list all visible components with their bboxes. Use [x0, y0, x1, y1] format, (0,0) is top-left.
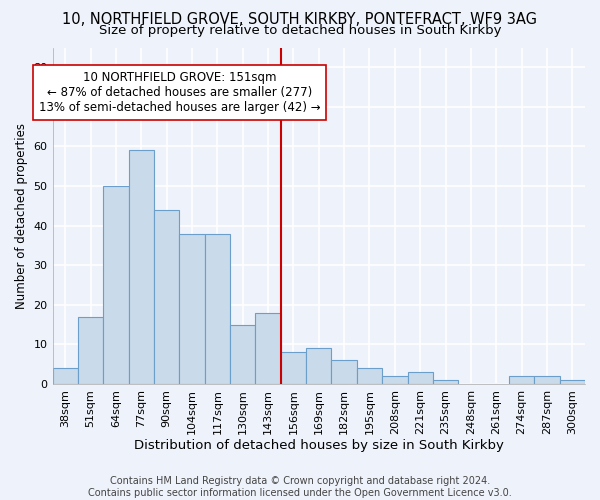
Bar — [357, 368, 382, 384]
Bar — [230, 324, 256, 384]
Bar — [205, 234, 230, 384]
Bar — [154, 210, 179, 384]
X-axis label: Distribution of detached houses by size in South Kirkby: Distribution of detached houses by size … — [134, 440, 504, 452]
Bar — [306, 348, 331, 384]
Y-axis label: Number of detached properties: Number of detached properties — [15, 122, 28, 308]
Bar — [179, 234, 205, 384]
Text: 10 NORTHFIELD GROVE: 151sqm
← 87% of detached houses are smaller (277)
13% of se: 10 NORTHFIELD GROVE: 151sqm ← 87% of det… — [38, 71, 320, 115]
Text: Contains HM Land Registry data © Crown copyright and database right 2024.
Contai: Contains HM Land Registry data © Crown c… — [88, 476, 512, 498]
Bar — [509, 376, 534, 384]
Bar — [256, 312, 281, 384]
Bar — [433, 380, 458, 384]
Text: 10, NORTHFIELD GROVE, SOUTH KIRKBY, PONTEFRACT, WF9 3AG: 10, NORTHFIELD GROVE, SOUTH KIRKBY, PONT… — [62, 12, 538, 28]
Bar — [128, 150, 154, 384]
Bar — [53, 368, 78, 384]
Bar — [78, 316, 103, 384]
Bar — [407, 372, 433, 384]
Bar — [560, 380, 585, 384]
Bar — [331, 360, 357, 384]
Bar — [103, 186, 128, 384]
Bar — [281, 352, 306, 384]
Bar — [382, 376, 407, 384]
Bar — [534, 376, 560, 384]
Text: Size of property relative to detached houses in South Kirkby: Size of property relative to detached ho… — [99, 24, 501, 37]
